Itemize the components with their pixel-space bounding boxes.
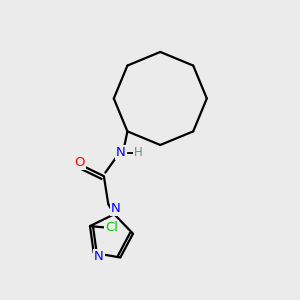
Text: Cl: Cl [105, 221, 118, 234]
Text: N: N [111, 202, 121, 215]
Text: O: O [74, 156, 85, 170]
Text: N: N [116, 146, 126, 159]
Text: N: N [94, 250, 104, 263]
Text: H: H [134, 146, 143, 159]
